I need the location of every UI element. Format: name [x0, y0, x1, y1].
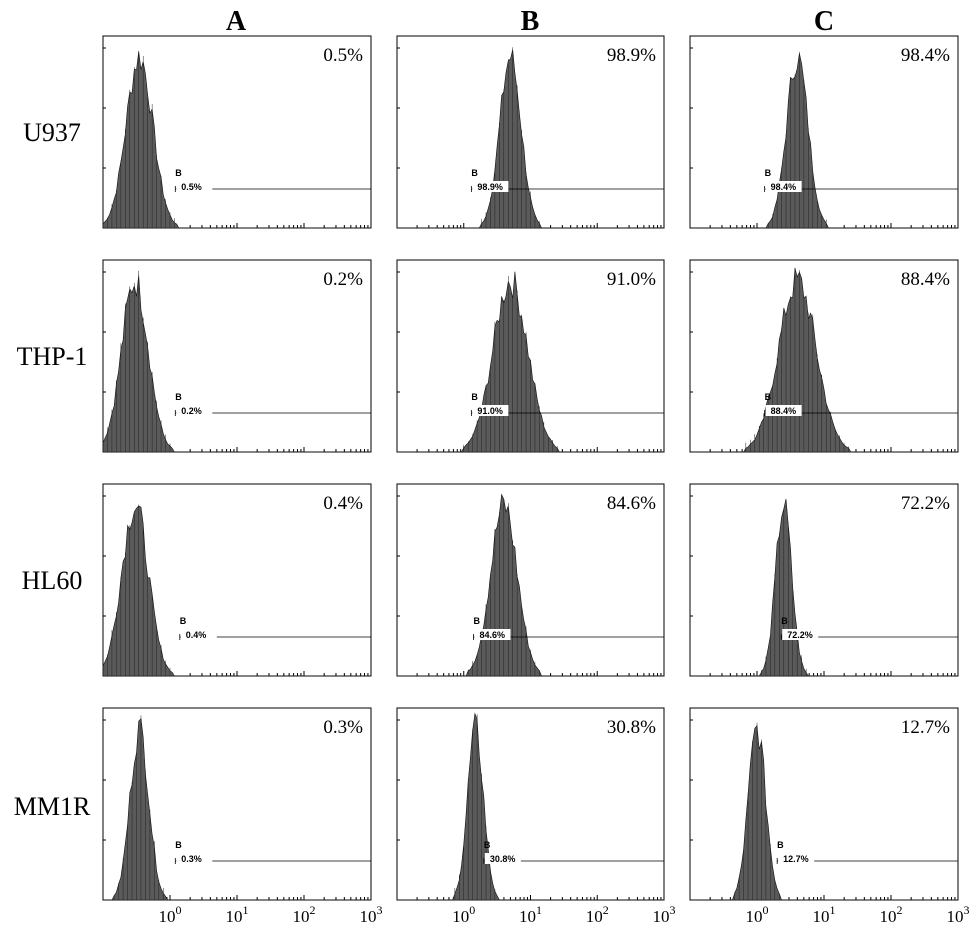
column-header-c: C [814, 6, 834, 37]
histogram-area [397, 493, 664, 677]
gate-label: B [180, 616, 187, 626]
column-header-b: B [521, 6, 540, 37]
gate-percent-label: 0.3% [181, 854, 202, 864]
gate-percent-label: 91.0% [477, 406, 503, 416]
gate-value-box [484, 853, 521, 864]
gate-label: B [175, 168, 182, 178]
x-tick-label: 101 [813, 903, 836, 925]
gate-value-box [778, 853, 815, 864]
gate-label: B [765, 392, 772, 402]
histogram-panel: B 0.5% 0.5% [102, 35, 372, 229]
panel-percent: 84.6% [607, 493, 656, 514]
histogram-panel: B 98.4% 98.4% [689, 35, 959, 229]
panel-percent: 0.4% [323, 493, 363, 514]
gate-value-box [176, 181, 213, 192]
gate-value-box [474, 629, 511, 640]
panel-percent: 72.2% [901, 493, 950, 514]
panel-percent: 0.3% [323, 717, 363, 738]
x-tick-label: 101 [519, 903, 542, 925]
gate-percent-label: 0.5% [181, 182, 202, 192]
histogram-panel: B 0.3% 0.3% [102, 707, 372, 901]
gate-percent-label: 0.2% [181, 406, 202, 416]
histogram-panel: B 0.4% 0.4% [102, 483, 372, 677]
gate-value-box [765, 181, 802, 192]
x-tick-label: 103 [947, 903, 970, 925]
x-tick-label: 103 [360, 903, 383, 925]
gate-value-box [472, 181, 509, 192]
gate-value-box [176, 853, 213, 864]
gate-percent-label: 0.4% [186, 630, 207, 640]
panel-percent: 88.4% [901, 269, 950, 290]
panel-percent: 98.4% [901, 45, 950, 66]
x-tick-label: 100 [746, 903, 769, 925]
row-label-mm1r: MM1R [14, 792, 91, 821]
row-label-u937: U937 [23, 118, 81, 147]
gate-percent-label: 98.9% [477, 182, 503, 192]
panel-percent: 0.2% [323, 269, 363, 290]
gate-percent-label: 30.8% [490, 854, 516, 864]
histogram-panel: B 72.2% 72.2% [689, 483, 959, 677]
gate-percent-label: 88.4% [771, 406, 797, 416]
histogram-area [690, 268, 958, 453]
histogram-area [103, 718, 371, 901]
panel-frame [396, 707, 665, 901]
gate-label: B [471, 168, 478, 178]
panel-percent: 91.0% [607, 269, 656, 290]
column-header-a: A [226, 6, 247, 37]
x-tick-label: 101 [226, 903, 249, 925]
gate-label: B [175, 392, 182, 402]
histogram-area [690, 53, 958, 229]
gate-label: B [175, 840, 182, 850]
gate-label: B [777, 840, 784, 850]
panel-percent: 12.7% [901, 717, 950, 738]
panel-percent: 30.8% [607, 717, 656, 738]
gate-label: B [484, 840, 491, 850]
gate-label: B [474, 616, 481, 626]
panel-frame [689, 483, 959, 677]
gate-value-box [176, 405, 213, 416]
panel-percent: 0.5% [323, 45, 363, 66]
row-label-thp1: THP-1 [17, 342, 88, 371]
row-label-hl60: HL60 [22, 566, 83, 595]
gate-value-box [472, 405, 509, 416]
histogram-area [397, 49, 664, 229]
histogram-panel: B 0.2% 0.2% [102, 259, 372, 453]
gate-label: B [471, 392, 478, 402]
gate-value-box [782, 629, 819, 640]
panel-percent: 98.9% [607, 45, 656, 66]
x-tick-label: 102 [293, 903, 316, 925]
histogram-panel: B 91.0% 91.0% [396, 259, 665, 453]
histogram-panel: B 30.8% 30.8% [396, 707, 665, 901]
histogram-panel: B 12.7% 12.7% [689, 707, 959, 901]
gate-value-box [765, 405, 802, 416]
gate-percent-label: 84.6% [480, 630, 506, 640]
histogram-panel: B 98.9% 98.9% [396, 35, 665, 229]
x-tick-label: 102 [586, 903, 609, 925]
gate-label: B [765, 168, 772, 178]
gate-percent-label: 98.4% [771, 182, 797, 192]
histogram-panel: B 84.6% 84.6% [396, 483, 665, 677]
x-tick-label: 102 [880, 903, 903, 925]
gate-value-box [180, 629, 217, 640]
histogram-panel: B 88.4% 88.4% [689, 259, 959, 453]
x-tick-label: 103 [653, 903, 676, 925]
histogram-area [690, 498, 958, 677]
gate-percent-label: 12.7% [783, 854, 809, 864]
gate-percent-label: 72.2% [787, 630, 813, 640]
panel-frame [689, 707, 959, 901]
panel-frame [689, 35, 959, 229]
panel-frame [396, 483, 665, 677]
gate-label: B [781, 616, 788, 626]
x-tick-label: 100 [159, 903, 182, 925]
x-tick-label: 100 [452, 903, 475, 925]
